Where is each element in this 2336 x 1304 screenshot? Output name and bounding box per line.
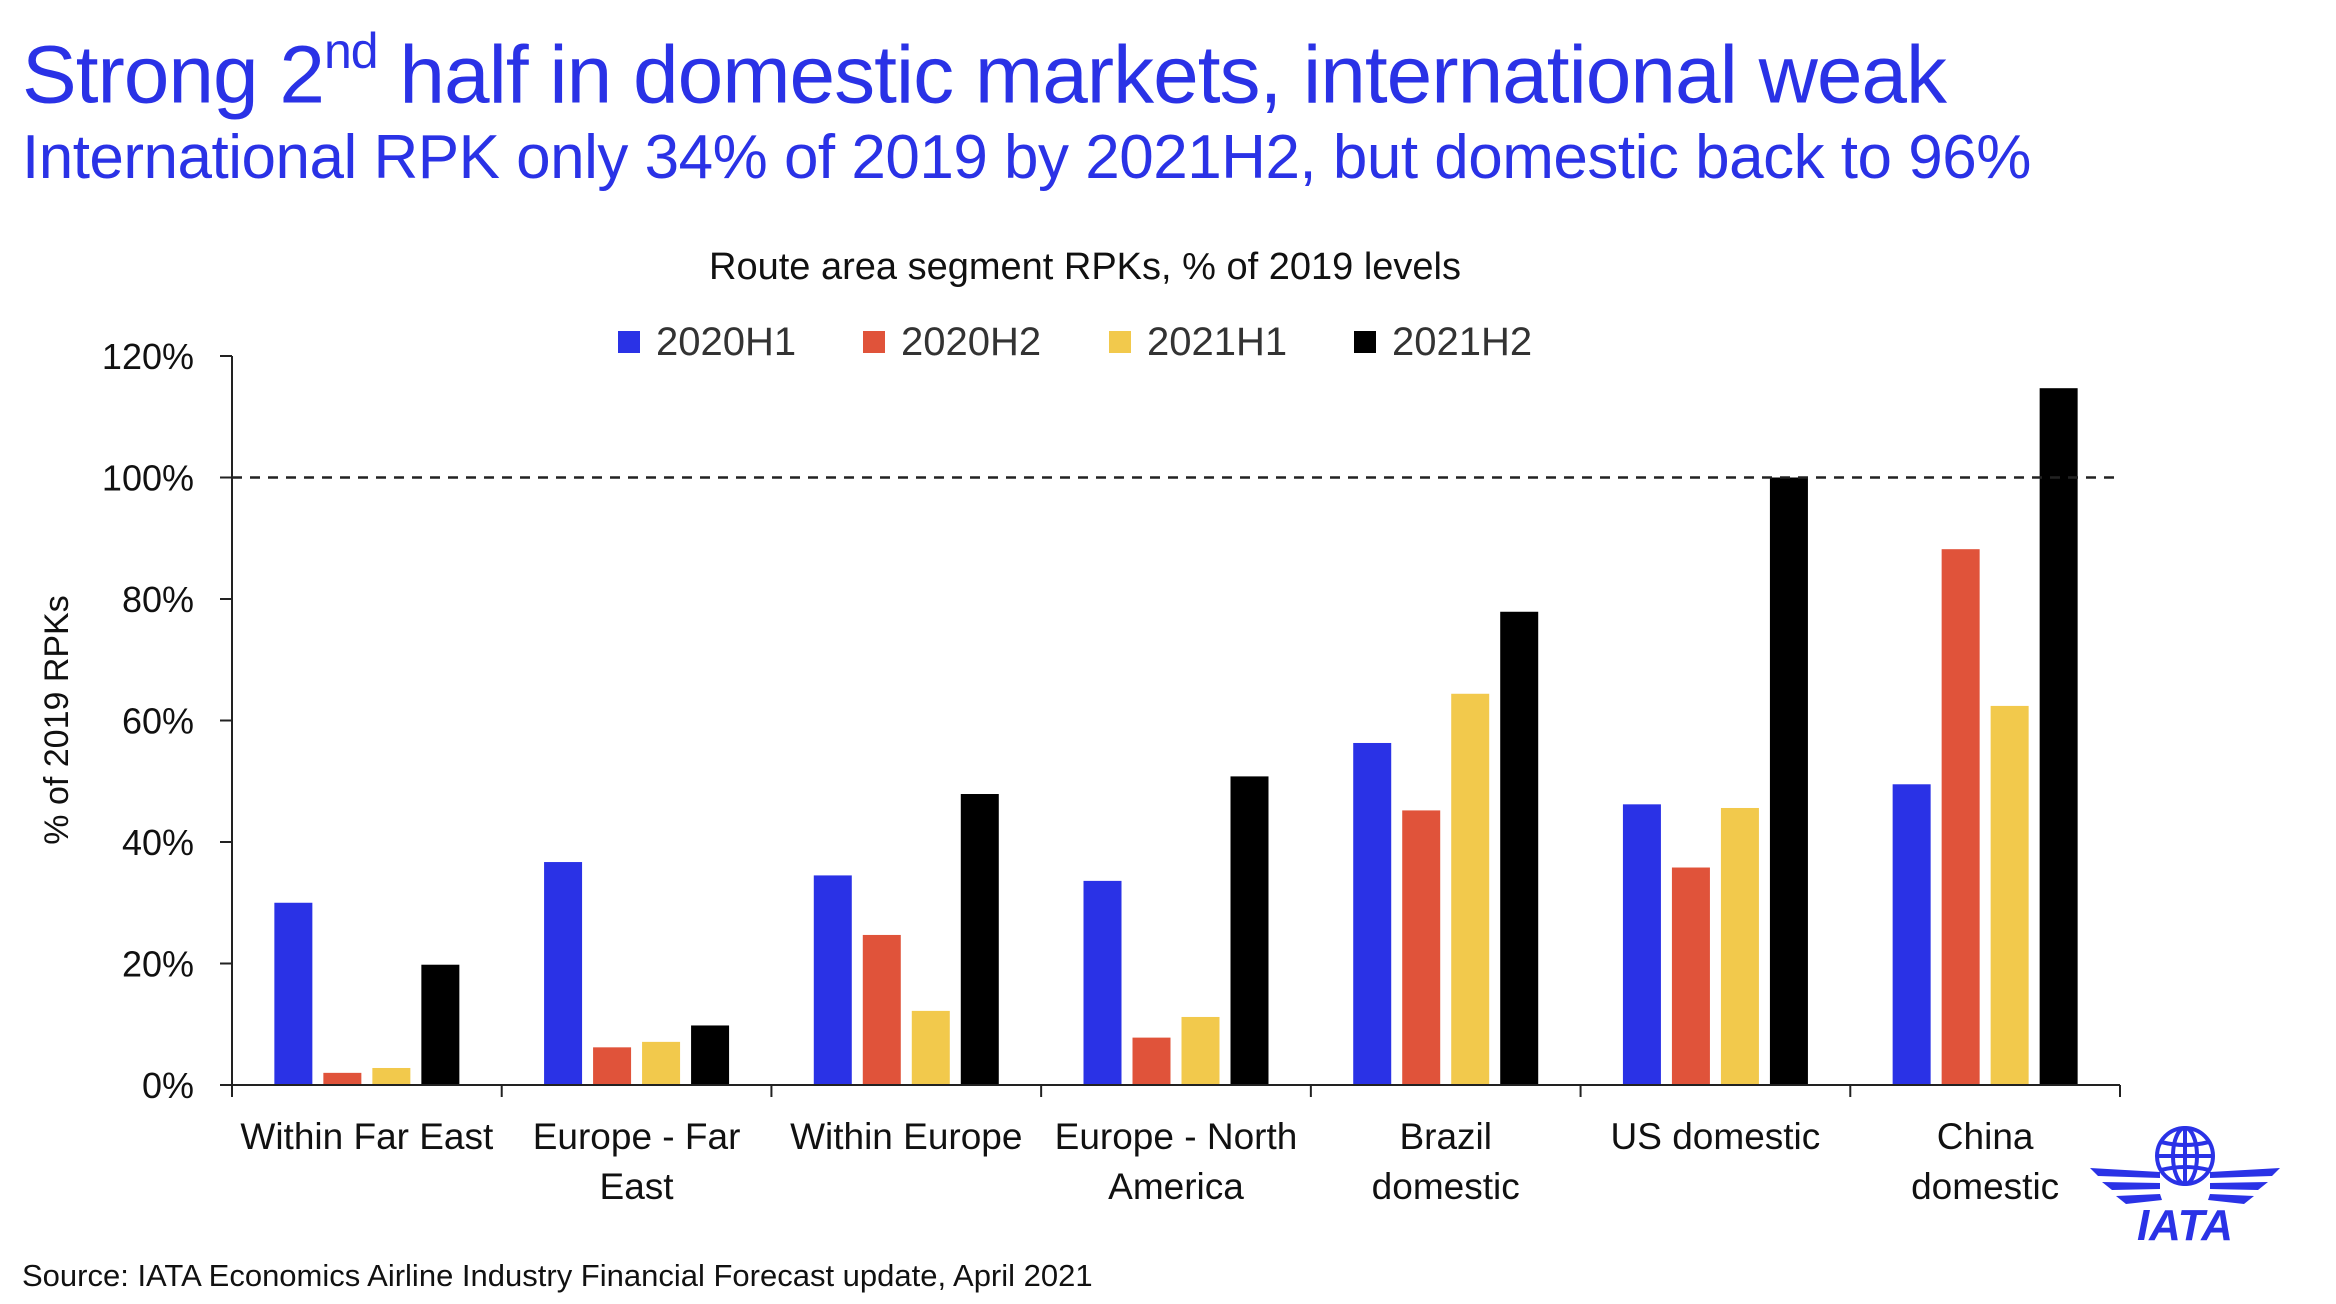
legend-label: 2021H2 — [1392, 320, 1532, 364]
bar-2021h2 — [421, 964, 460, 1085]
bar-2020h2 — [1132, 1037, 1171, 1085]
y-tick-label: 40% — [122, 822, 194, 863]
bar-2020h2 — [862, 934, 901, 1085]
bar-2021h2 — [1769, 477, 1808, 1085]
x-tick-label: domestic — [1372, 1166, 1520, 1207]
legend-label: 2020H2 — [901, 320, 1041, 364]
chart-title: Route area segment RPKs, % of 2019 level… — [709, 246, 1461, 288]
y-tick-label: 80% — [122, 579, 194, 620]
x-tick-label: Brazil — [1399, 1116, 1492, 1157]
bar-2020h2 — [1671, 867, 1710, 1085]
legend-swatch — [863, 331, 885, 353]
bar-2020h2 — [1941, 549, 1980, 1085]
headline-subtitle: International RPK only 34% of 2019 by 20… — [22, 123, 2031, 192]
bar-2020h2 — [323, 1072, 362, 1085]
bar-2021h1 — [911, 1010, 950, 1085]
bar-2021h1 — [1720, 807, 1759, 1085]
bar-2021h2 — [2039, 388, 2078, 1085]
bar-2020h2 — [1402, 810, 1441, 1085]
bar-2020h1 — [1353, 742, 1392, 1085]
bar-2021h2 — [1230, 776, 1269, 1085]
x-tick-label: US domestic — [1611, 1116, 1821, 1157]
bar-2020h1 — [274, 902, 313, 1085]
source-note: Source: IATA Economics Airline Industry … — [22, 1258, 1093, 1293]
y-tick-label: 20% — [122, 944, 194, 985]
y-tick-label: 100% — [102, 458, 194, 499]
bar-2020h2 — [593, 1047, 632, 1085]
x-tick-label: domestic — [1911, 1166, 2059, 1207]
legend-label: 2021H1 — [1147, 320, 1287, 364]
bar-2021h2 — [691, 1025, 730, 1085]
bar-2020h1 — [1622, 804, 1661, 1085]
logo-wings — [2090, 1168, 2280, 1204]
iata-globe-wings-logo: IATA — [2090, 1126, 2280, 1245]
x-tick-label: East — [600, 1166, 675, 1207]
y-axis-title: % of 2019 RPKs — [38, 595, 76, 844]
y-tick-label: 0% — [142, 1065, 194, 1106]
legend-label: 2020H1 — [656, 320, 796, 364]
bar-2021h1 — [372, 1067, 411, 1085]
y-tick-label: 120% — [102, 336, 194, 377]
y-tick-label: 60% — [122, 701, 194, 742]
bar-2020h1 — [1892, 784, 1931, 1085]
bar-2021h2 — [1500, 611, 1539, 1085]
headline-title-superscript: nd — [323, 23, 379, 79]
x-tick-label: Within Europe — [790, 1116, 1022, 1157]
x-tick-label: America — [1108, 1166, 1244, 1207]
legend-swatch — [1109, 331, 1131, 353]
headline-title-part: Strong 2 — [22, 29, 325, 121]
x-tick-label: Europe - Far — [533, 1116, 741, 1157]
headline-title: Strong 2nd half in domestic markets, int… — [22, 23, 1947, 122]
legend-swatch — [1354, 331, 1376, 353]
x-tick-label: Within Far East — [240, 1116, 494, 1157]
bar-2021h1 — [642, 1041, 681, 1085]
logo-globe — [2155, 1126, 2215, 1186]
legend-swatch — [618, 331, 640, 353]
logo-text: IATA — [2137, 1201, 2233, 1245]
bar-2021h1 — [1181, 1016, 1220, 1085]
bar-2021h1 — [1990, 705, 2029, 1085]
bar-2020h1 — [1083, 880, 1122, 1085]
bar-2020h1 — [544, 862, 583, 1085]
headline-title-part: half in domestic markets, international … — [377, 29, 1947, 121]
bar-2021h1 — [1451, 693, 1490, 1085]
bar-2020h1 — [813, 875, 852, 1085]
bar-2021h2 — [960, 794, 999, 1085]
x-tick-label: China — [1937, 1116, 2034, 1157]
x-tick-label: Europe - North — [1055, 1116, 1298, 1157]
